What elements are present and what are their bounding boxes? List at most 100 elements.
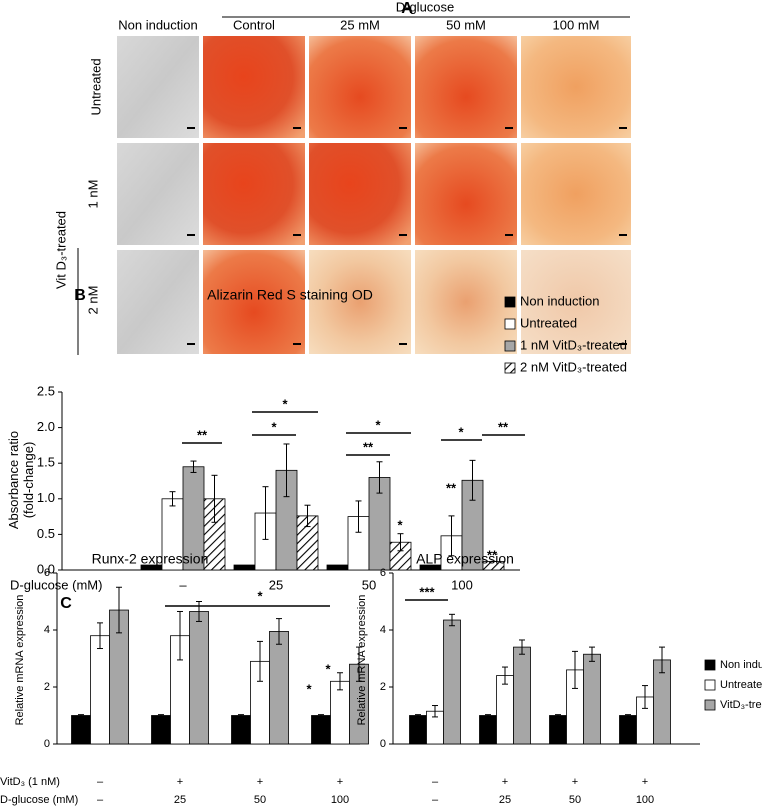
chart-title: Alizarin Red S staining OD <box>207 287 373 303</box>
significance-mark: ** <box>446 480 457 495</box>
micrograph <box>309 250 411 354</box>
micrograph <box>521 250 631 354</box>
micrograph <box>117 36 199 138</box>
significance-mark: * <box>282 396 288 411</box>
bar <box>619 715 637 745</box>
x-tick-label: + <box>177 776 183 788</box>
bar <box>269 631 289 745</box>
legend-label: 1 nM VitD₃-treated <box>520 337 627 352</box>
significance-mark: * <box>375 417 381 432</box>
x-tick-label: 100 <box>636 794 654 806</box>
legend-swatch <box>704 659 716 671</box>
significance-mark: ** <box>197 427 208 442</box>
error-bar <box>337 672 343 691</box>
micrograph <box>117 250 199 354</box>
y-tick-label: 0 <box>380 738 386 750</box>
column-label: 100 mM <box>553 17 600 32</box>
error-bar <box>449 613 455 627</box>
group-label: D-glucose <box>396 0 455 14</box>
error-bar <box>257 640 263 682</box>
micrograph <box>415 143 517 245</box>
legend-label: VitD₃-treated <box>720 699 762 711</box>
error-bar <box>283 443 290 498</box>
bar <box>151 715 171 745</box>
error-bar <box>469 459 476 501</box>
significance-mark: * <box>397 517 403 532</box>
error-bar <box>190 460 197 473</box>
x-tick-label: + <box>337 776 343 788</box>
y-axis-label: Absorbance ratio <box>6 431 21 529</box>
error-bar <box>589 646 595 662</box>
panel-letter: B <box>74 287 86 304</box>
micrograph <box>415 250 517 354</box>
error-bar <box>318 714 324 717</box>
x-tick-label: 100 <box>331 794 349 806</box>
row-label: Untreated <box>88 58 103 115</box>
row-group-label: Vit D₃-treated <box>53 211 68 289</box>
legend-label: Non induction <box>520 293 600 308</box>
error-bar <box>355 500 362 533</box>
significance-mark: * <box>306 681 312 696</box>
x-axis-label: D-glucose (mM) <box>0 794 78 806</box>
x-tick-label: 25 <box>499 794 511 806</box>
bar <box>330 680 350 745</box>
significance-mark: * <box>257 588 263 603</box>
significance-mark: ** <box>363 439 374 454</box>
x-tick-label: 50 <box>254 794 266 806</box>
micrograph <box>203 250 305 354</box>
error-bar <box>116 586 122 634</box>
y-axis-label: (fold-change) <box>21 442 36 519</box>
micrograph <box>521 143 631 245</box>
bar <box>90 635 110 745</box>
x-tick-label: + <box>257 776 263 788</box>
error-bar <box>158 714 164 717</box>
error-bar <box>196 601 202 622</box>
micrograph <box>309 36 411 138</box>
error-bar <box>169 491 176 507</box>
error-bar <box>625 714 631 717</box>
y-tick-label: 4 <box>44 624 50 636</box>
error-bar <box>397 533 404 552</box>
error-bar <box>519 639 525 655</box>
error-bar <box>432 705 438 718</box>
bar <box>496 675 514 745</box>
legend-swatch <box>504 340 516 352</box>
significance-mark: * <box>325 661 331 676</box>
bar <box>409 715 427 745</box>
legend-swatch <box>704 699 716 711</box>
bar <box>583 653 601 745</box>
legend-swatch <box>504 318 516 330</box>
bar <box>549 715 567 745</box>
error-bar <box>78 714 84 717</box>
x-tick-label: – <box>179 577 187 592</box>
y-tick-label: 0.5 <box>37 526 55 541</box>
bar <box>311 715 331 745</box>
bar <box>233 564 256 571</box>
micrograph <box>309 143 411 245</box>
y-axis-label: Relative mRNA expression <box>14 595 26 726</box>
legend-label: Non induction <box>720 659 762 671</box>
y-tick-label: 0 <box>44 738 50 750</box>
y-tick-label: 1.0 <box>37 490 55 505</box>
legend-label: Untreated <box>520 315 577 330</box>
panel-letter: C <box>60 595 72 612</box>
y-tick-label: 2 <box>380 681 386 693</box>
x-tick-label: + <box>642 776 648 788</box>
y-tick-label: 0.0 <box>37 561 55 576</box>
micrograph <box>521 36 631 138</box>
significance-mark: *** <box>419 584 435 599</box>
legend-label: Untreated <box>720 679 762 691</box>
x-tick-label: – <box>97 776 104 788</box>
error-bar <box>555 714 561 717</box>
significance-mark: ** <box>487 547 498 562</box>
error-bar <box>211 474 218 523</box>
x-tick-label: + <box>502 776 508 788</box>
error-bar <box>659 646 665 674</box>
x-tick-label: 50 <box>569 794 581 806</box>
error-bar <box>177 610 183 661</box>
error-bar <box>485 714 491 717</box>
bar <box>326 564 349 571</box>
error-bar <box>356 646 362 682</box>
micrograph <box>203 36 305 138</box>
error-bar <box>276 618 282 645</box>
